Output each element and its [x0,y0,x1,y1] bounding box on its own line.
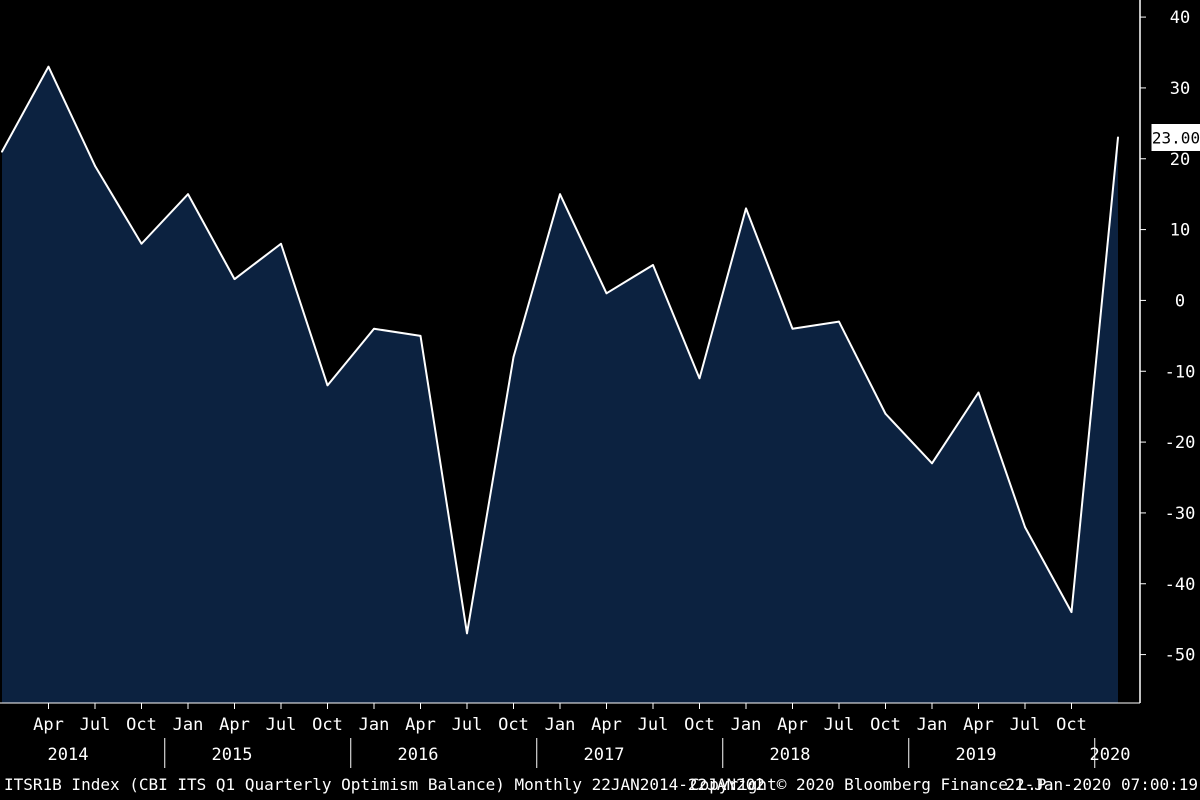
x-month-label: Jul [824,715,855,735]
series-line-segment [233,242,282,280]
data-point [605,292,608,295]
data-point [838,320,840,323]
data-point [419,334,422,337]
data-point [745,207,747,210]
data-point [140,242,143,245]
y-tick-label: 20 [1170,150,1190,170]
series-line-segment [419,335,468,634]
y-tick-label: 40 [1170,8,1190,28]
x-month-label: Jan [359,715,390,735]
series-line-segment [140,193,189,245]
series-line-segment [1070,137,1119,613]
x-month-label: Oct [312,715,343,735]
series-line-segment [884,413,933,465]
y-tick-label: 10 [1170,221,1190,241]
series-line-segment [977,392,1026,528]
data-point [326,384,329,387]
x-month-label: Apr [405,715,436,735]
footer-copyright: Copyright© 2020 Bloomberg Finance L.P. [690,775,1057,794]
y-tick-label: -20 [1165,433,1196,453]
data-point [47,65,50,68]
data-point [698,377,701,380]
x-month-label: Oct [498,715,529,735]
x-year-label: 2014 [48,745,89,765]
data-point [1024,526,1026,529]
data-point [791,327,794,330]
data-point [559,193,561,196]
series-line-segment [605,264,654,295]
x-month-label: Apr [219,715,250,735]
x-month-label: Oct [684,715,715,735]
data-point [373,327,375,330]
data-point [1070,611,1073,614]
data-point [94,164,96,167]
series-line-segment [94,165,143,245]
x-month-label: Jul [638,715,669,735]
plot-area [1,65,1119,703]
series-line-segment [466,356,515,634]
x-year-label: 2016 [398,745,439,765]
data-point [187,193,189,196]
x-year-label: 2020 [1090,745,1131,765]
x-month-label: Apr [963,715,994,735]
series-line-segment [373,327,421,337]
x-month-label: Oct [126,715,157,735]
series-line-segment [838,321,887,415]
x-year-label: 2019 [956,745,997,765]
x-month-label: Jan [173,715,204,735]
x-month-label: Jul [1010,715,1041,735]
x-year-label: 2017 [584,745,625,765]
series-line-segment [559,193,608,294]
data-point [1,150,3,153]
data-point [977,391,980,394]
y-tick-label: -30 [1165,504,1196,524]
series-line-segment [652,264,701,379]
footer-timestamp: 22-Jan-2020 07:00:19 [1005,775,1198,794]
y-tick-label: 30 [1170,79,1190,99]
x-month-label: Jan [545,715,576,735]
footer-index-description: ITSR1B Index (CBI ITS Q1 Quarterly Optim… [4,775,765,794]
area-fill [2,66,1118,703]
x-month-label: Oct [870,715,901,735]
series-line-segment [512,193,561,358]
y-tick-label: -50 [1165,646,1196,666]
last-value-label: 23.00 [1152,129,1200,148]
y-tick-label: -40 [1165,575,1196,595]
y-axis: 40 30 20 10 0 -10 -20 -30 -40 -50 23.00 [1139,0,1200,703]
y-tick-label: 0 [1175,291,1185,311]
data-point [884,412,887,415]
x-month-label: Jan [731,715,762,735]
x-month-label: Apr [591,715,622,735]
data-point [233,278,236,281]
x-month-label: Jul [452,715,483,735]
x-axis: Apr Jul Oct Jan Apr Jul Oct Jan Apr Jul Oct Jan Apr J… [0,702,1140,768]
data-point [512,356,515,359]
x-year-label: 2015 [212,745,253,765]
series-line-segment [326,328,375,387]
data-point [280,242,282,245]
x-month-label: Apr [33,715,64,735]
data-point [931,462,933,465]
x-month-label: Oct [1056,715,1087,735]
x-month-label: Jul [266,715,297,735]
series-line-segment [698,208,747,379]
y-tick-label: -10 [1165,362,1196,382]
data-point [652,264,654,266]
series-line-segment [792,320,840,330]
series-line-segment [931,391,980,464]
series-line-segment [280,243,329,386]
x-year-label: 2018 [770,745,811,765]
x-month-label: Apr [777,715,808,735]
data-point [466,632,468,635]
x-month-label: Jan [917,715,948,735]
data-point [1117,136,1119,139]
series-line-segment [47,66,96,167]
last-value-box [1151,124,1200,151]
series-line-segment [745,207,794,330]
x-month-label: Jul [80,715,111,735]
series-line-segment [187,193,236,280]
series-line-segment [1,66,50,153]
series-line-segment [1024,526,1073,613]
